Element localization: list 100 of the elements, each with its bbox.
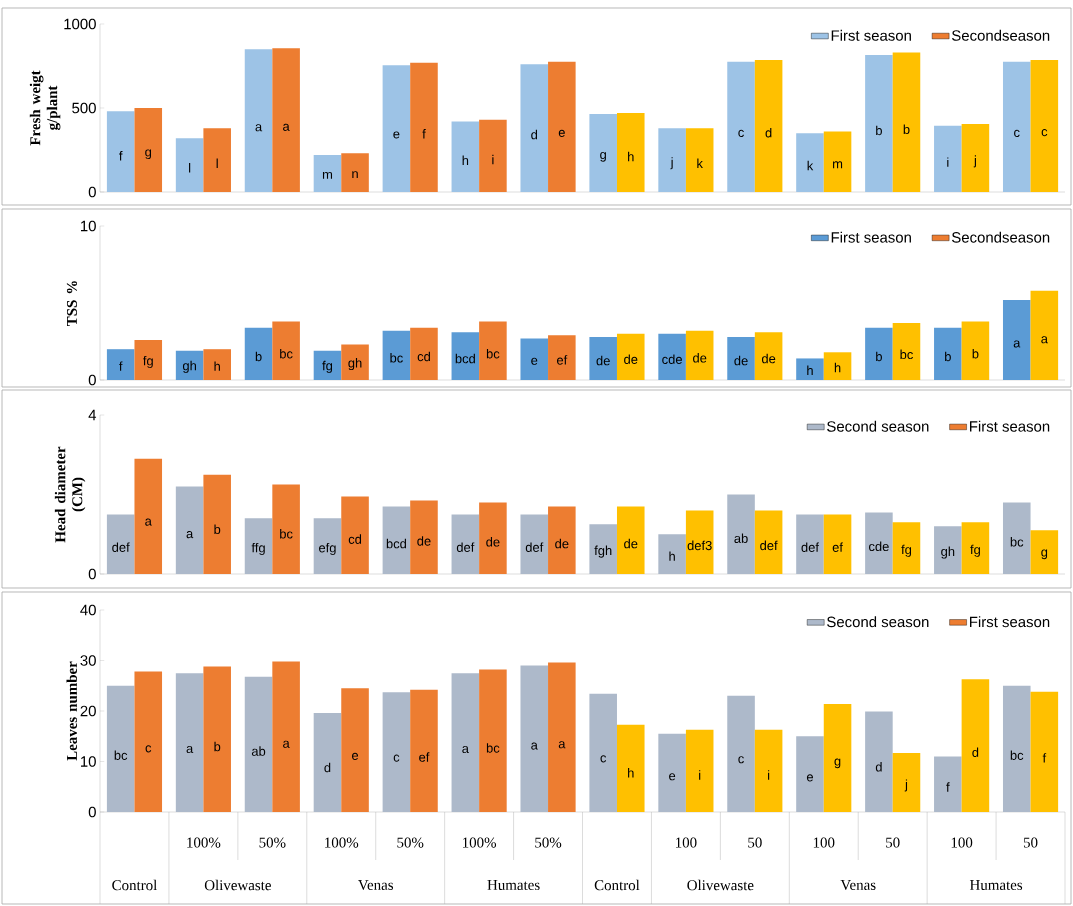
bar bbox=[616, 724, 645, 813]
data-label: k bbox=[697, 158, 703, 168]
bar bbox=[754, 60, 783, 192]
bar bbox=[796, 358, 824, 380]
bar bbox=[410, 62, 438, 192]
data-label: def bbox=[760, 540, 778, 551]
data-label: a bbox=[1041, 336, 1048, 344]
bar bbox=[616, 506, 645, 574]
data-label: a bbox=[186, 745, 194, 754]
data-label: j bbox=[973, 155, 976, 168]
data-label: g bbox=[834, 758, 841, 769]
bar bbox=[410, 327, 438, 380]
data-label: a bbox=[186, 531, 194, 539]
data-label: bc bbox=[1010, 537, 1024, 547]
bar bbox=[244, 518, 273, 574]
bar bbox=[175, 138, 204, 192]
data-label: c bbox=[1014, 129, 1020, 137]
bar bbox=[520, 338, 549, 380]
data-label: c bbox=[145, 745, 152, 753]
data-label: a bbox=[1013, 340, 1021, 348]
data-label: de bbox=[486, 537, 500, 547]
x-tick-label: 100 bbox=[813, 837, 835, 848]
data-label: ab bbox=[734, 533, 748, 543]
y-axis-title: Head diameter (CM) bbox=[54, 446, 86, 543]
data-label: b bbox=[255, 351, 262, 362]
bar bbox=[658, 128, 686, 192]
data-label: d bbox=[875, 762, 882, 772]
bar bbox=[520, 64, 549, 192]
bar bbox=[658, 333, 686, 380]
data-label: e bbox=[558, 129, 565, 137]
bar bbox=[796, 133, 824, 192]
text: Humates bbox=[969, 880, 1023, 890]
bar bbox=[313, 155, 342, 192]
data-label: bc bbox=[280, 348, 293, 359]
data-label: a bbox=[145, 518, 152, 526]
data-label: gh bbox=[941, 546, 955, 559]
bar bbox=[410, 689, 438, 813]
bar bbox=[548, 335, 576, 380]
bar bbox=[865, 55, 893, 192]
bar bbox=[451, 514, 480, 574]
bar bbox=[796, 514, 824, 574]
data-label: de bbox=[734, 355, 748, 366]
bar bbox=[272, 48, 300, 192]
data-label: d bbox=[972, 747, 979, 757]
data-label: b bbox=[876, 351, 882, 362]
y-axis-title: TSS % bbox=[66, 281, 78, 327]
data-label: h bbox=[628, 151, 634, 162]
bar bbox=[865, 327, 893, 380]
bar bbox=[479, 321, 507, 380]
bar bbox=[892, 323, 921, 380]
data-label: fg bbox=[322, 360, 333, 373]
bar bbox=[548, 61, 576, 192]
data-label: l bbox=[216, 158, 218, 168]
data-label: fg bbox=[143, 355, 153, 369]
bar bbox=[410, 500, 438, 574]
y-tick-label: 500 bbox=[72, 102, 96, 114]
bar bbox=[382, 692, 411, 813]
data-label: i bbox=[947, 157, 949, 167]
y-tick-label: 20 bbox=[80, 705, 96, 717]
bar bbox=[244, 327, 273, 380]
bar bbox=[1002, 685, 1031, 813]
data-label: b bbox=[945, 351, 951, 362]
data-label: h bbox=[214, 361, 220, 371]
bar bbox=[589, 336, 617, 380]
data-label: c bbox=[738, 129, 744, 137]
bar bbox=[658, 733, 686, 813]
data-label: h bbox=[628, 768, 634, 778]
data-label: m bbox=[833, 161, 843, 169]
bar bbox=[589, 113, 617, 192]
y-axis-title: Leaves number bbox=[66, 661, 78, 761]
data-label: d bbox=[324, 762, 331, 773]
y-tick-label: 0 bbox=[88, 806, 96, 818]
bar bbox=[341, 344, 369, 380]
legend-label: Secondseason bbox=[951, 231, 1050, 243]
data-label: de bbox=[417, 536, 431, 546]
data-label: a bbox=[558, 741, 566, 749]
data-label: bcd bbox=[386, 538, 407, 549]
bar bbox=[727, 695, 755, 813]
data-label: b bbox=[214, 741, 221, 752]
bar bbox=[548, 662, 576, 813]
data-label: cd bbox=[348, 534, 362, 544]
bar bbox=[934, 125, 962, 192]
bar bbox=[244, 49, 273, 192]
x-tick-label: 100% bbox=[187, 837, 221, 848]
data-label: ffg bbox=[251, 542, 265, 555]
bar bbox=[892, 522, 921, 574]
bar bbox=[865, 711, 893, 813]
text: Venas bbox=[358, 880, 394, 891]
data-label: l bbox=[189, 163, 191, 173]
text: Olivewaste bbox=[204, 879, 271, 891]
y-tick-label: 0 bbox=[88, 568, 96, 580]
bar bbox=[685, 729, 714, 813]
bar bbox=[203, 349, 231, 380]
bar bbox=[382, 506, 411, 574]
x-tick-label: 100% bbox=[325, 837, 359, 848]
bar bbox=[134, 458, 163, 574]
data-label: ef bbox=[556, 355, 568, 365]
bar bbox=[244, 676, 273, 813]
x-tick-label: 50 bbox=[886, 837, 900, 848]
bar bbox=[823, 131, 852, 192]
